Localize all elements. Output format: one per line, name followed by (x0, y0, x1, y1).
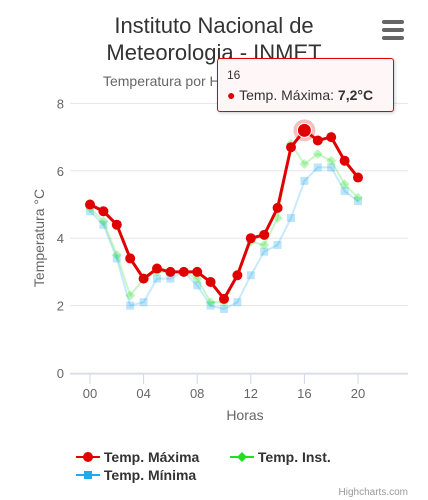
legend-item-inst[interactable]: Temp. Inst. (230, 448, 331, 465)
x-tick-label: 04 (136, 386, 150, 401)
point-min (206, 301, 215, 310)
y-tick-label: 0 (57, 366, 64, 381)
point-inst (299, 159, 310, 170)
point-min (112, 254, 121, 263)
point-max (138, 273, 149, 284)
x-axis-title: Horas (226, 407, 263, 423)
point-inst (98, 216, 109, 227)
point-max (85, 199, 95, 210)
x-tick-label: 08 (190, 386, 204, 401)
legend-label: Temp. Mínima (103, 467, 197, 483)
point-max (326, 132, 337, 143)
y-tick-label: 2 (57, 299, 64, 314)
x-tick-label: 20 (351, 386, 365, 401)
point-max (312, 135, 323, 146)
point-min (153, 274, 161, 283)
x-tick-label: 12 (244, 386, 258, 401)
chart-menu-button[interactable] (382, 20, 404, 40)
point-min (99, 220, 108, 229)
point-min (220, 304, 228, 313)
x-tick-label: 00 (83, 386, 97, 401)
credit-link[interactable]: Highcharts.com (338, 487, 408, 498)
point-max (245, 233, 256, 244)
point-max (125, 253, 136, 264)
tooltip-series-name: Temp. Máxima (239, 87, 331, 103)
y-tick-label: 6 (57, 164, 64, 179)
point-max (232, 270, 243, 281)
point-max (111, 219, 122, 230)
series-line-min (89, 166, 359, 310)
y-tick-label: 8 (57, 96, 64, 111)
point-inst (312, 148, 323, 159)
point-inst (326, 155, 337, 166)
point-inst (111, 250, 122, 261)
point-min (340, 187, 349, 196)
point-max (178, 266, 189, 277)
point-min (260, 247, 269, 256)
menu-icon-bar (382, 20, 404, 24)
point-min (86, 207, 94, 216)
point-min (300, 176, 309, 185)
point-min (139, 298, 148, 307)
menu-icon-bar (382, 28, 404, 32)
point-min (327, 163, 336, 172)
point-min (354, 197, 362, 206)
point-inst (339, 179, 350, 190)
point-max (219, 293, 229, 304)
point-inst (259, 239, 270, 250)
tooltip-bullet: ● (227, 87, 236, 103)
x-tick-label: 16 (297, 386, 311, 401)
point-inst (205, 297, 216, 308)
legend-item-min[interactable]: Temp. Mínima (76, 466, 196, 483)
y-axis-title: Temperatura °C (31, 189, 47, 287)
point-max (98, 206, 109, 217)
legend-label: Temp. Inst. (257, 449, 331, 465)
point-max (192, 266, 203, 277)
point-max (272, 202, 283, 213)
point-min (246, 271, 255, 280)
legend-item-max[interactable]: Temp. Máxima (76, 448, 199, 465)
point-min (193, 281, 202, 290)
point-max (259, 229, 270, 240)
tooltip: 16 ● Temp. Máxima: 7,2°C (217, 58, 394, 112)
point-max (286, 142, 296, 153)
point-inst (125, 290, 136, 301)
point-min (273, 240, 282, 249)
point-max (165, 266, 176, 277)
point-min (313, 163, 322, 172)
point-max (339, 155, 350, 166)
point-inst (353, 192, 363, 203)
hover-point (296, 122, 312, 138)
legend-label: Temp. Máxima (103, 449, 200, 465)
menu-icon-bar (382, 36, 404, 40)
point-min (126, 301, 135, 310)
y-tick-label: 4 (57, 231, 64, 246)
point-min (287, 213, 295, 222)
tooltip-body: ● Temp. Máxima: 7,2°C (227, 87, 374, 103)
point-max (353, 172, 363, 183)
chart-title-text: Instituto Nacional de Meteorologia - INM… (106, 13, 322, 65)
tooltip-header: 16 (227, 68, 241, 82)
point-max (152, 263, 162, 274)
point-min (166, 274, 175, 283)
point-max (205, 277, 216, 288)
point-min (233, 298, 242, 307)
chart-title: Instituto Nacional de Meteorologia - INM… (0, 12, 428, 66)
tooltip-value: 7,2°C (337, 87, 374, 103)
